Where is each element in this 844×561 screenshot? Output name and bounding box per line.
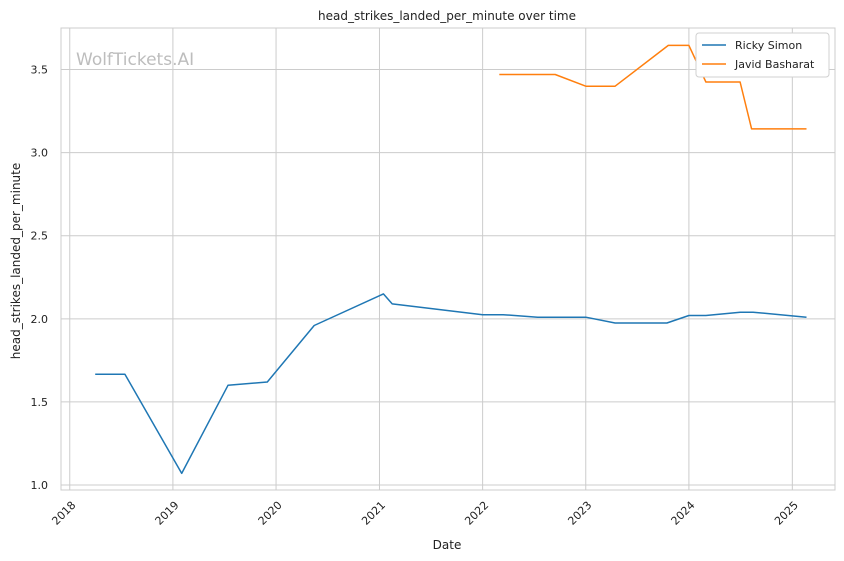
watermark: WolfTickets.AI <box>76 50 194 70</box>
y-tick-label: 1.5 <box>31 396 49 409</box>
y-tick-label: 2.5 <box>31 230 49 243</box>
x-axis-label: Date <box>433 538 462 552</box>
series-line-ricky-simon <box>95 293 807 475</box>
plot-area <box>60 27 836 491</box>
legend: Ricky Simon Javid Basharat <box>695 32 830 78</box>
y-axis-label: head_strikes_landed_per_minute <box>9 163 23 360</box>
y-tick-label: 3.0 <box>31 147 49 160</box>
legend-box <box>695 32 830 78</box>
y-tick-label: 1.0 <box>31 479 49 492</box>
series-line-javid-basharat <box>499 44 807 130</box>
legend-label-ricky-simon: Ricky Simon <box>735 39 802 52</box>
chart-title: head_strikes_landed_per_minute over time <box>318 9 576 23</box>
y-tick-label: 3.5 <box>31 64 49 77</box>
legend-label-javid-basharat: Javid Basharat <box>734 58 815 71</box>
y-axis-ticks: 1.0 1.5 2.0 2.5 3.0 3.5 <box>31 64 49 492</box>
y-tick-label: 2.0 <box>31 313 49 326</box>
series-layer <box>95 44 807 475</box>
